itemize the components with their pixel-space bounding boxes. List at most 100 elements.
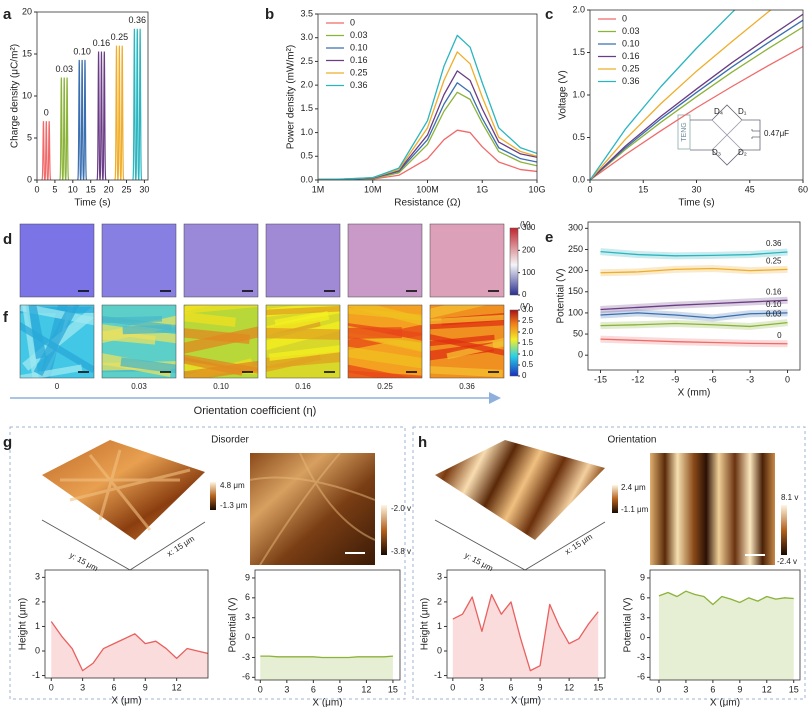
plot-frame [649, 569, 801, 681]
potential-map [250, 453, 375, 565]
series-line [318, 129, 537, 180]
series-label: 0.10 [766, 300, 782, 309]
series-line [318, 34, 537, 180]
x-tick-label: 0 [34, 184, 39, 194]
sample-label: 0 [55, 382, 60, 391]
y-tick-label: 9 [245, 572, 250, 582]
series-line [600, 267, 788, 274]
y-tick-label: 0 [27, 174, 32, 184]
x-tick-label: 3 [284, 684, 289, 694]
colorbar-unit: (V) [520, 302, 531, 311]
y-axis-label: Voltage (V) [558, 70, 569, 119]
fiber [102, 311, 172, 331]
series-label: 0.25 [766, 256, 782, 265]
x-tick-label: 20 [104, 184, 114, 194]
colorbar [509, 309, 519, 377]
fiber [33, 305, 89, 377]
inset-label: D₃ [712, 148, 721, 157]
y-tick-label: 3 [640, 612, 645, 622]
afm-surface [42, 440, 205, 540]
series-line [590, 10, 772, 180]
x-tick-label: 45 [745, 184, 755, 194]
area-fill [260, 656, 393, 680]
series-label: 0.16 [766, 287, 782, 296]
series-line [318, 82, 537, 180]
x-tick-label: 5 [52, 184, 57, 194]
y-tick-label: 5 [27, 132, 32, 142]
colorbar-unit: (V) [520, 220, 531, 229]
sample-label: 0.36 [459, 382, 475, 391]
fiber [184, 357, 258, 378]
fiber-image [102, 305, 176, 378]
x-tick-label: 15 [638, 184, 648, 194]
potential-colorbar [381, 505, 387, 555]
series-line [600, 321, 788, 328]
x-tick-label: 15 [86, 184, 96, 194]
plot-area [260, 655, 393, 680]
panel-label: a [3, 6, 12, 23]
area-fill [658, 591, 794, 680]
x-axis-label: X (μm) [111, 696, 141, 707]
x-tick-label: 12 [361, 684, 371, 694]
panel-label: e [545, 229, 553, 246]
y-tick-label: 1.0 [572, 89, 585, 99]
x-tick-label: 0 [587, 184, 592, 194]
x-tick-label: 6 [311, 684, 316, 694]
y-axis-label: Height (μm) [420, 598, 431, 650]
sample-label: 0.10 [213, 382, 229, 391]
series-label: 0 [777, 331, 782, 340]
panel-label: h [418, 434, 427, 451]
potential-image [429, 223, 505, 298]
fiber [430, 364, 503, 378]
x-tick-label: -9 [671, 374, 679, 384]
y-axis-label: Power density (mW/m²) [286, 45, 297, 149]
peak [137, 28, 143, 180]
y-tick-label: 0 [437, 645, 442, 655]
y-tick-label: -6 [637, 672, 645, 682]
legend-label: 0.03 [350, 30, 368, 40]
inset-label: TENG [681, 122, 688, 141]
plot-area [41, 28, 143, 180]
circuit-inset [677, 104, 761, 166]
fiber-image [266, 305, 340, 378]
x-tick-label: 9 [737, 684, 742, 694]
plot-frame [36, 11, 149, 181]
y-tick-label: 1.0 [300, 127, 313, 137]
y-tick-label: 1 [35, 621, 40, 631]
potential-image [19, 223, 95, 298]
colorbar-label: 3.0 [522, 305, 534, 314]
y-tick-label: 0.0 [572, 174, 585, 184]
y-tick-label: 3 [35, 572, 40, 582]
colorbar-label: 4.8 μm [220, 481, 245, 490]
series-line [260, 655, 393, 659]
x-tick-label: 25 [122, 184, 132, 194]
y-tick-label: 15 [22, 48, 32, 58]
image-frame [183, 304, 259, 379]
colorbar-label: 1.0 [522, 349, 534, 358]
inset-label: D₄ [714, 107, 723, 116]
area-fill [452, 594, 599, 678]
x-tick-label: -15 [594, 374, 607, 384]
panel-title: Disorder [211, 435, 249, 446]
series-line [50, 621, 208, 672]
sample-label: 0.16 [295, 382, 311, 391]
y-tick-label: 2.5 [300, 56, 313, 66]
plot-frame [317, 13, 538, 181]
series-line [590, 26, 803, 180]
peak-group-label: 0.03 [55, 64, 73, 74]
colorbar [509, 227, 519, 296]
y-tick-label: 250 [568, 244, 583, 254]
x-tick-label: 6 [710, 684, 715, 694]
y-tick-label: 2.0 [572, 4, 585, 14]
y-tick-label: -1 [32, 670, 40, 680]
y-tick-label: 0 [245, 632, 250, 642]
y-tick-label: 1.5 [300, 103, 313, 113]
panel-label: g [3, 434, 12, 451]
image-frame [101, 304, 177, 379]
map-texture [249, 452, 376, 566]
colorbar-label: 0.5 [522, 360, 534, 369]
y-tick-label: 9 [640, 572, 645, 582]
fiber [184, 322, 258, 355]
x-tick-label: 15 [388, 684, 398, 694]
y-tick-label: 6 [245, 592, 250, 602]
